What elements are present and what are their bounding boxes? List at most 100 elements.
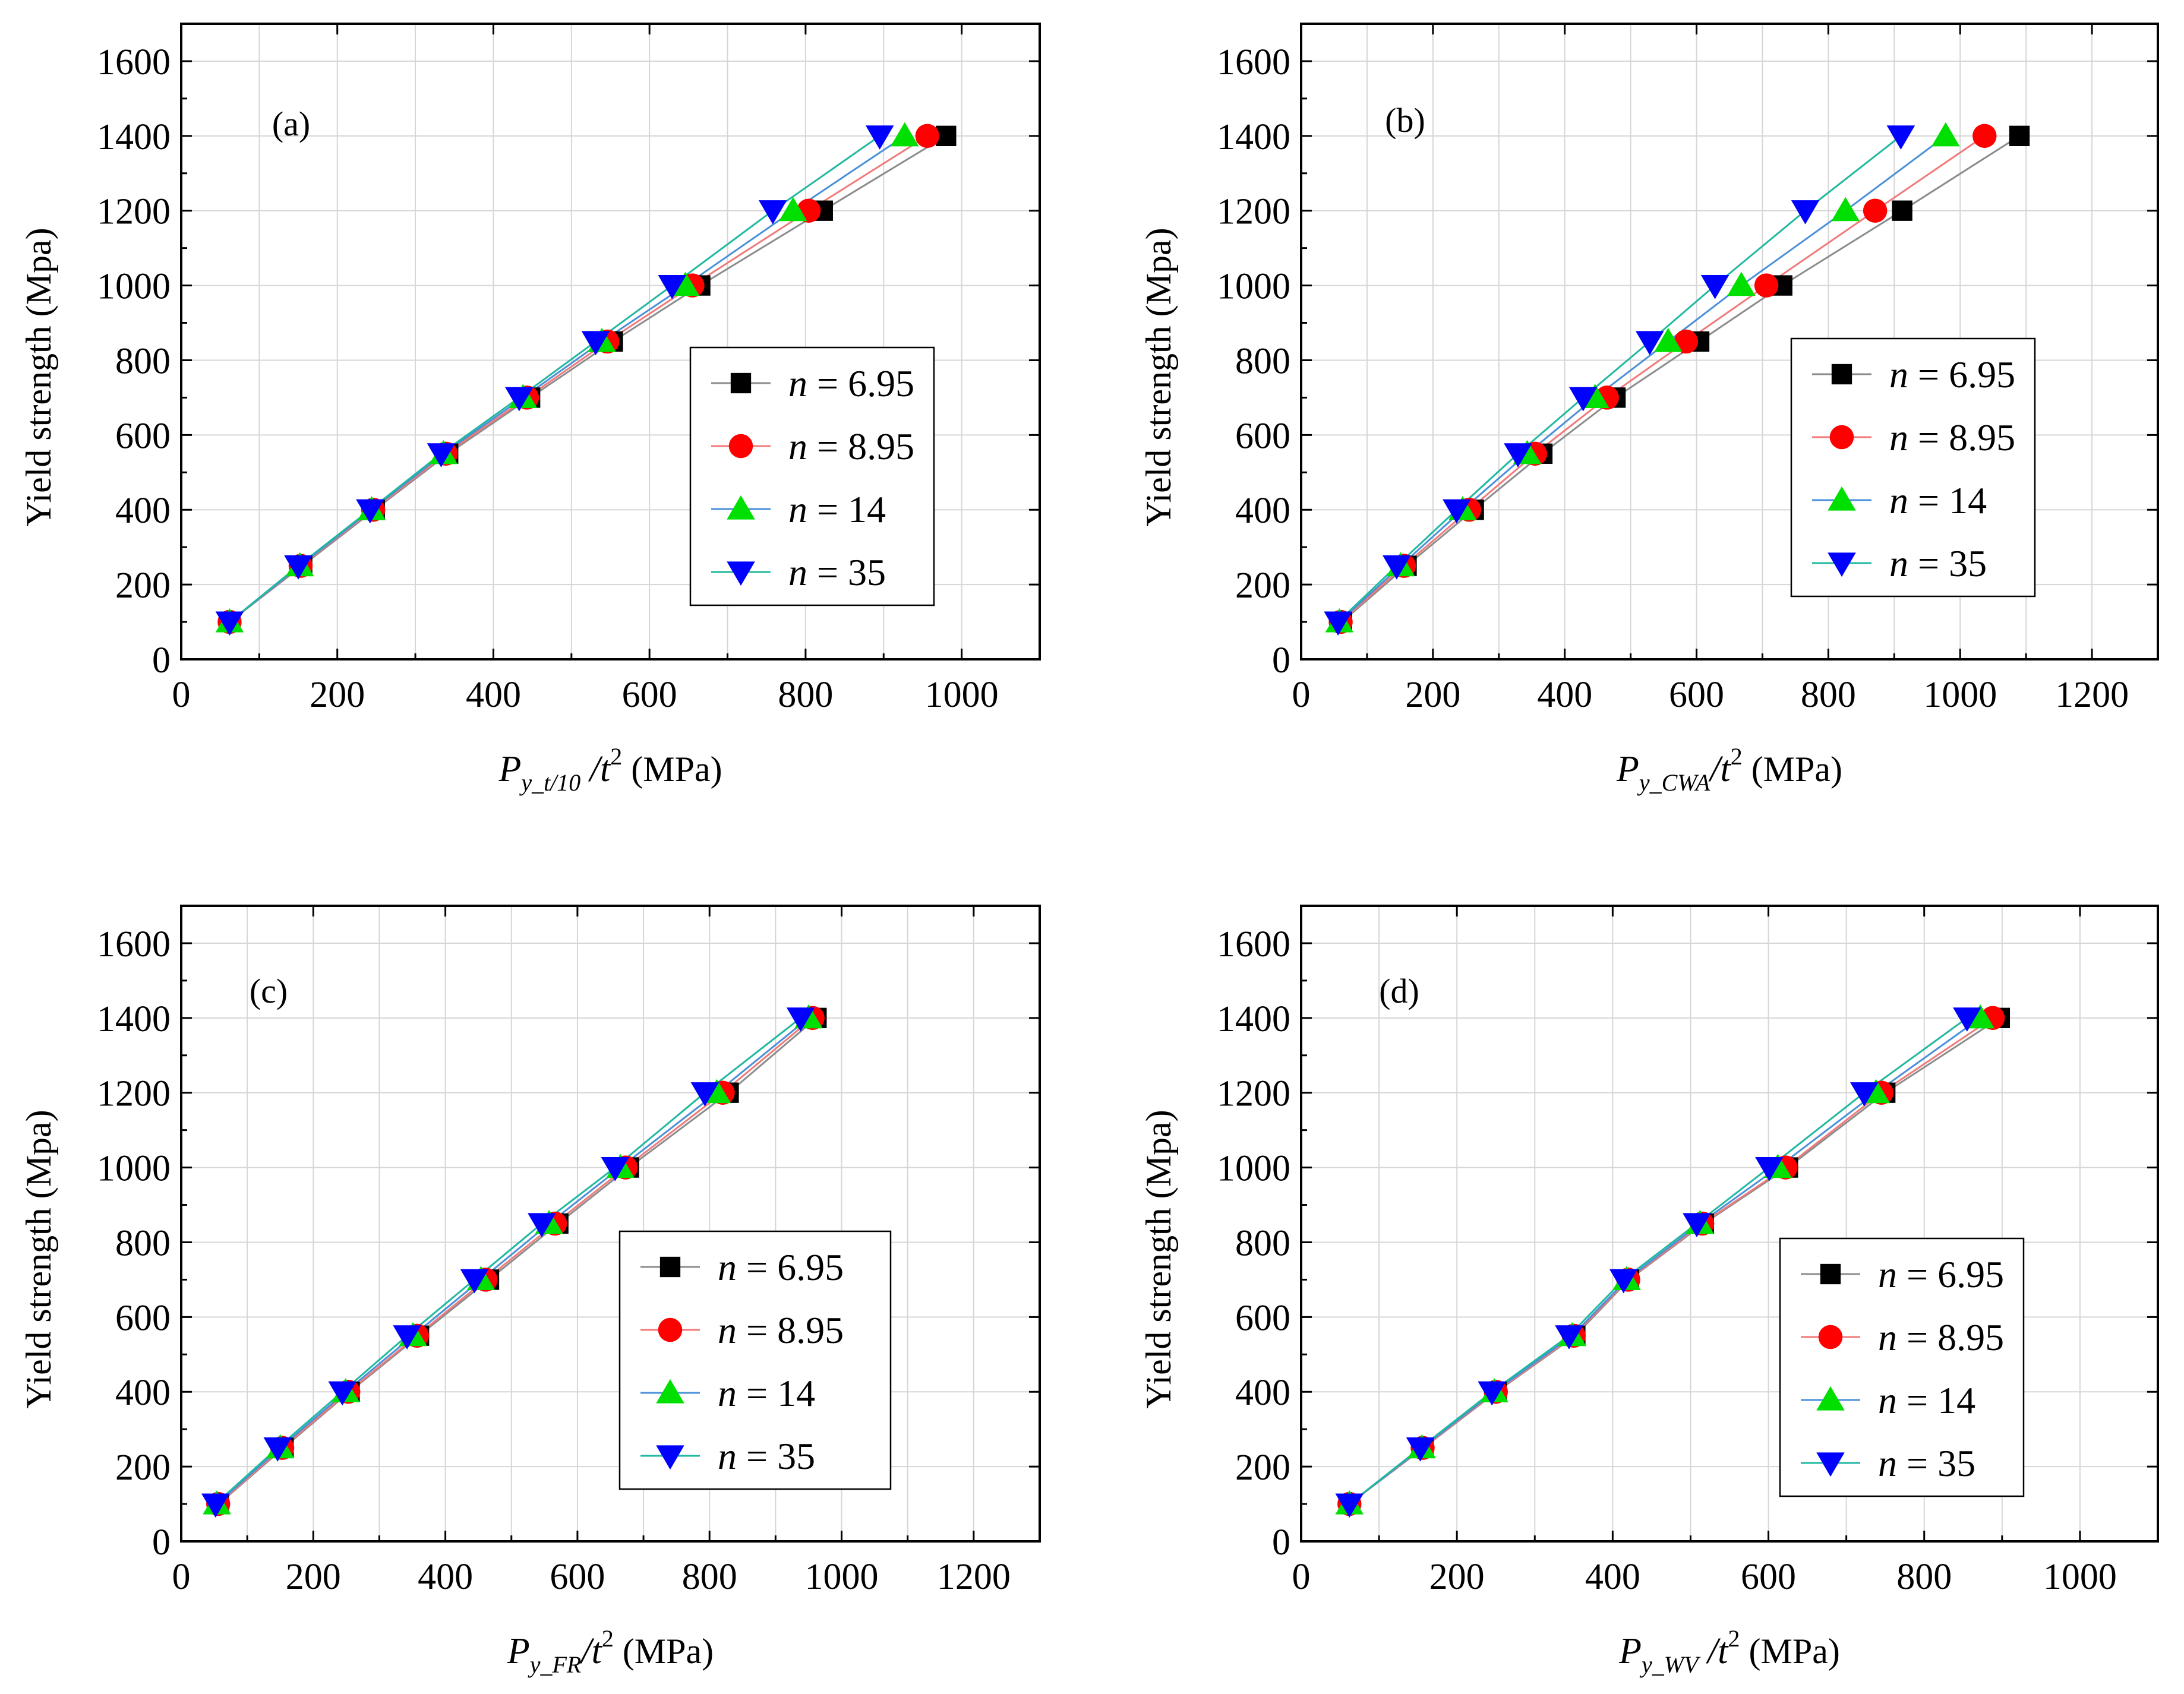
y-axis: 0 200 400 600 800 1000 1200 1400 1600 xyxy=(1217,924,2158,1563)
x-axis-slash: /t xyxy=(1699,1631,1729,1671)
data-point xyxy=(1754,273,1779,298)
legend: n = 6.95n = 8.95n = 14n = 35 xyxy=(618,1230,892,1490)
y-tick-label: 1400 xyxy=(97,117,171,157)
x-tick-label: 600 xyxy=(550,1557,605,1597)
legend-value: = 14 xyxy=(1908,479,1987,522)
data-point xyxy=(1931,122,1960,147)
data-point xyxy=(460,1269,489,1294)
legend-entry: n = 14 xyxy=(788,488,886,530)
legend-value: = 8.95 xyxy=(1908,416,2015,459)
x-axis-symbol: P xyxy=(1618,1631,1642,1671)
data-point xyxy=(505,387,534,412)
y-axis: 0 200 400 600 800 1000 1200 1400 1600 xyxy=(97,42,1040,681)
data-point xyxy=(1443,499,1471,524)
x-tick-label: 400 xyxy=(418,1557,473,1597)
legend-entry: n = 35 xyxy=(1878,1442,1975,1484)
y-tick-label: 400 xyxy=(1235,1373,1290,1413)
plot-frame xyxy=(1300,905,2159,1543)
x-tick-label: 1200 xyxy=(2055,675,2129,715)
legend-entry: n = 8.95 xyxy=(1889,416,2015,459)
data-point xyxy=(1831,197,1860,222)
data-point xyxy=(786,1007,815,1032)
data-point xyxy=(890,122,919,147)
data-point xyxy=(2009,125,2030,146)
x-tick-label: 600 xyxy=(1741,1557,1796,1597)
legend-n: n xyxy=(788,362,807,404)
y-tick-label: 600 xyxy=(1235,416,1290,456)
data-point xyxy=(758,200,787,225)
data-point xyxy=(1636,331,1664,356)
panel-1: 0 200 400 600 800 1000 0 200 400 600 800 1000 1200 14… xyxy=(19,23,1041,796)
x-tick-label: 200 xyxy=(1405,675,1460,715)
y-axis-title: Yield strength (Mpa) xyxy=(1139,1110,1178,1408)
y-tick-label: 1600 xyxy=(97,924,171,965)
y-tick-label: 800 xyxy=(115,1223,171,1263)
legend-n: n xyxy=(788,551,807,593)
legend-entry: n = 8.95 xyxy=(718,1309,844,1351)
legend-entry: n = 14 xyxy=(718,1372,815,1414)
x-axis-slash: /t xyxy=(579,1631,602,1671)
data-point xyxy=(1674,329,1699,354)
data-point xyxy=(1504,443,1532,467)
x-axis: 0 200 400 600 800 1000 xyxy=(1292,906,2117,1597)
panel-3: 0 200 400 600 800 1000 1200 0 200 400 600 800 1000 12… xyxy=(19,905,1041,1678)
legend-value: = 35 xyxy=(737,1435,815,1477)
legend-marker xyxy=(1818,1325,1843,1349)
plot-frame xyxy=(180,905,1041,1543)
x-axis-symbol: P xyxy=(498,749,521,789)
data-point xyxy=(328,1381,356,1406)
x-axis-subscript: y_t/10 xyxy=(519,769,580,796)
legend: n = 6.95n = 8.95n = 14n = 35 xyxy=(689,346,935,606)
x-axis-title: Py_t/10 /t2 (MPa) xyxy=(498,743,722,796)
legend-n: n xyxy=(1889,416,1908,459)
data-point xyxy=(284,555,313,580)
x-axis: 0 200 400 600 800 1000 xyxy=(172,24,999,715)
series-markers-4 xyxy=(1324,125,1915,636)
series-markers-4 xyxy=(201,1007,815,1518)
data-point xyxy=(1863,198,1888,223)
data-point xyxy=(393,1325,421,1349)
legend-marker xyxy=(728,434,753,459)
x-axis-title: Py_FR/t2 (MPa) xyxy=(507,1625,714,1678)
y-axis: 0 200 400 600 800 1000 1200 1400 1600 xyxy=(1217,42,2158,681)
data-point xyxy=(201,1493,230,1518)
x-tick-label: 200 xyxy=(1429,1557,1485,1597)
y-axis-title: Yield strength (Mpa) xyxy=(19,227,58,526)
x-axis-superscript: 2 xyxy=(1728,1625,1740,1652)
x-axis-slash: /t xyxy=(1708,749,1731,789)
x-axis-symbol: P xyxy=(507,1631,530,1671)
data-point xyxy=(1700,274,1729,299)
legend-value: = 14 xyxy=(1897,1379,1975,1421)
legend-marker xyxy=(1828,486,1856,511)
legend-n: n xyxy=(718,1435,737,1477)
panel-4: 0 200 400 600 800 1000 0 200 400 600 800 1000 1200 14… xyxy=(1139,905,2159,1678)
y-tick-label: 1200 xyxy=(97,1074,171,1114)
legend-marker xyxy=(1816,1386,1845,1411)
legend-value: = 6.95 xyxy=(1908,353,2015,396)
x-tick-label: 1000 xyxy=(2043,1557,2117,1597)
x-axis-title: Py_CWA/t2 (MPa) xyxy=(1616,743,1842,796)
data-point xyxy=(779,197,807,222)
data-point xyxy=(1727,271,1756,296)
data-point xyxy=(1791,200,1820,225)
legend-entry: n = 35 xyxy=(1889,542,1987,584)
legend: n = 6.95n = 8.95n = 14n = 35 xyxy=(1790,337,2036,598)
data-point xyxy=(356,499,384,524)
legend-value: = 8.95 xyxy=(807,425,914,467)
legend-entry: n = 6.95 xyxy=(788,362,914,404)
legend-value: = 35 xyxy=(807,551,886,593)
x-axis-subscript: y_CWA xyxy=(1637,769,1710,796)
y-tick-label: 1000 xyxy=(97,267,171,307)
legend-n: n xyxy=(1889,479,1908,522)
x-axis-unit: (MPa) xyxy=(622,750,722,789)
y-tick-label: 1600 xyxy=(1217,42,1290,83)
data-point xyxy=(581,331,610,356)
x-tick-label: 1000 xyxy=(925,675,999,715)
legend-marker xyxy=(658,1317,683,1342)
data-point xyxy=(690,1082,719,1107)
x-axis-subscript: y_WV xyxy=(1639,1651,1701,1678)
y-tick-label: 0 xyxy=(1272,1522,1290,1563)
legend-marker xyxy=(1816,1452,1845,1477)
legend-entry: n = 14 xyxy=(1878,1379,1975,1421)
